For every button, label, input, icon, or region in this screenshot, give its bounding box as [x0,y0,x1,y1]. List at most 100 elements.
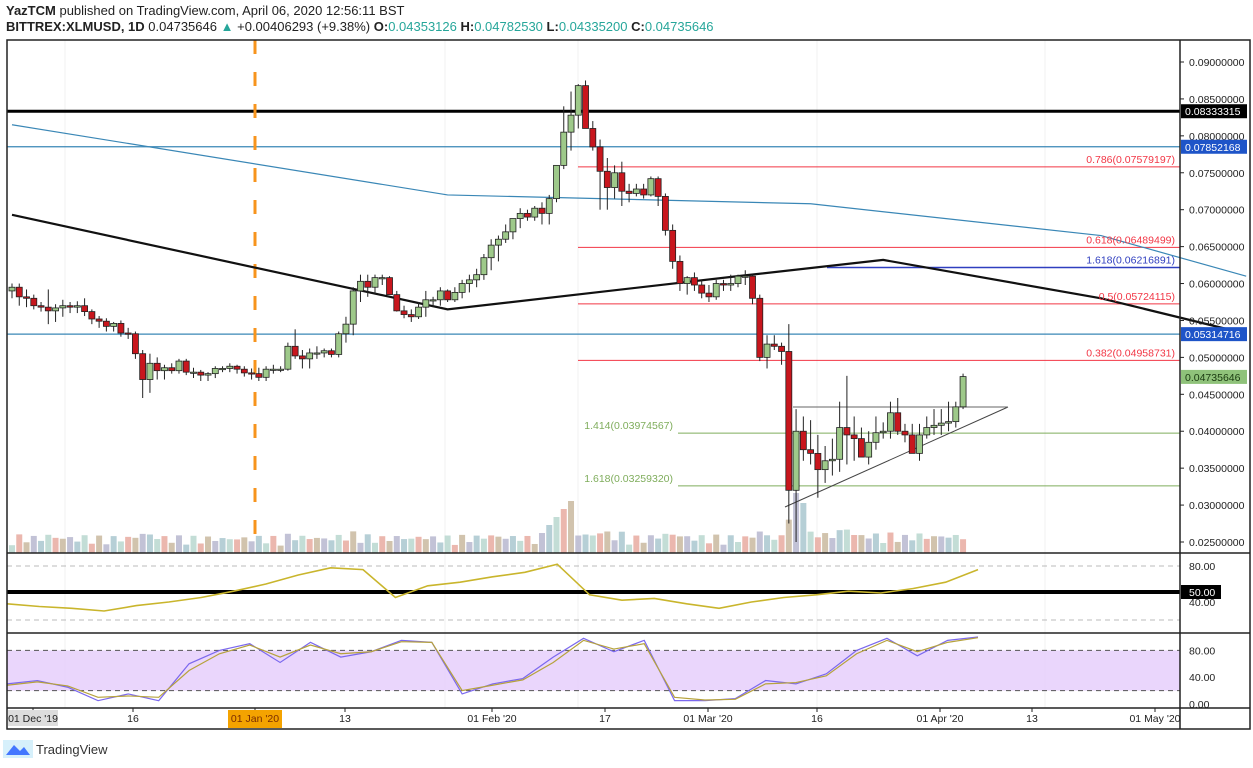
time-tick: 13 [339,713,351,725]
rsi-50-badge-label: 50.00 [1189,587,1215,599]
candle [770,343,778,347]
candle [161,367,168,372]
candle [473,274,481,281]
candle [567,114,575,133]
price-tick: 0.08500000 [1189,94,1245,106]
candle [698,284,706,294]
volume-bars [9,493,967,553]
candle [204,373,212,376]
candle [524,212,531,218]
candle [545,198,553,214]
stoch-d-line [6,637,979,701]
up-arrow-icon: ▲ [220,19,234,34]
time-tick: 01 Feb '20 [467,713,516,725]
candle [146,362,154,380]
moving-averages [11,124,1247,335]
candle [654,178,662,197]
price-tick: 0.05000000 [1189,352,1245,364]
candle [30,297,38,307]
candle [422,299,430,308]
candle [153,362,161,372]
candlesticks [8,80,967,542]
candle [73,305,81,308]
price-badge-label: 0.07852168 [1185,142,1241,154]
ma-black-line [11,213,1247,335]
fib-label-0: 0.786(0.07579197) [1086,154,1175,166]
candle [168,367,176,372]
candle [945,421,952,424]
last-price: 0.04735646 [148,19,217,34]
candle [603,170,611,188]
candle [589,128,597,148]
low-label: L: [546,19,559,34]
price-tick: 0.07500000 [1189,168,1245,180]
candle [952,406,960,423]
candle [930,424,938,428]
price-tick: 0.07000000 [1189,205,1245,217]
candle [487,244,495,259]
fib-label-3: 0.382(0.04958731) [1086,347,1175,359]
tradingview-logo[interactable]: TradingView [3,740,108,758]
time-tick: 01 Jan '20 [231,713,279,725]
price-tick: 0.04000000 [1189,426,1245,438]
price-change: +0.00406293 (+9.38%) [237,19,371,34]
chart-canvas[interactable]: 0.090000000.085000000.080000000.07500000… [0,0,1253,740]
candle [66,305,74,308]
rsi-line [6,563,979,612]
time-tick: 01 May '20 [1129,713,1180,725]
triangle-support-line [784,406,1009,508]
candle [553,164,560,200]
symbol-name[interactable]: BITTREX:XLMUSD, 1D [6,19,145,34]
candle [828,458,836,462]
candle [705,292,713,298]
price-tick: 0.03000000 [1189,500,1245,512]
candle [582,85,589,129]
candle [538,207,546,214]
candle [371,277,379,288]
candle [219,368,226,371]
rsi-tick: 80.00 [1189,561,1215,573]
price-tick: 0.04500000 [1189,389,1245,401]
price-badge-label: 0.04735646 [1185,372,1241,384]
price-axis[interactable]: 0.090000000.085000000.080000000.07500000… [1180,57,1247,711]
candle [269,368,277,371]
fib-label-2: 0.5(0.05724115) [1099,291,1175,303]
candle [8,286,16,292]
candle [916,434,923,454]
candle [662,195,669,231]
candle [451,291,459,301]
candle [894,412,902,432]
high-label: H: [460,19,475,34]
candle [959,376,967,408]
candle [480,257,488,276]
candle [182,360,190,373]
candle [691,277,698,286]
time-axis[interactable]: 01 Dec '19 16 01 Jan '20 13 01 Feb '20 17 01 M… [8,708,1181,728]
publisher-line: YazTCM published on TradingView.com, Apr… [6,3,404,18]
candle [712,283,720,298]
candle [669,229,677,262]
candle [436,290,444,301]
candle [647,178,655,196]
candle [872,432,880,443]
candle [865,441,873,458]
candle [197,371,205,376]
symbol-legend: BITTREX:XLMUSD, 1D 0.04735646 ▲ +0.00406… [6,19,714,34]
candle [23,296,30,299]
price-badge [1181,369,1247,384]
candle [102,320,110,327]
candle [44,306,52,312]
candle [357,280,364,292]
candle [734,275,742,284]
candle [676,260,684,284]
candle [15,286,23,298]
open-value: 0.04353126 [388,19,457,34]
stoch-tick: 80.00 [1189,645,1215,657]
candle [248,372,255,375]
candle [37,305,45,308]
candle [814,452,822,471]
time-tick: 16 [811,713,823,725]
tradingview-brand: TradingView [36,741,108,757]
candle [233,365,241,370]
rsi-tick: 40.00 [1189,597,1215,609]
